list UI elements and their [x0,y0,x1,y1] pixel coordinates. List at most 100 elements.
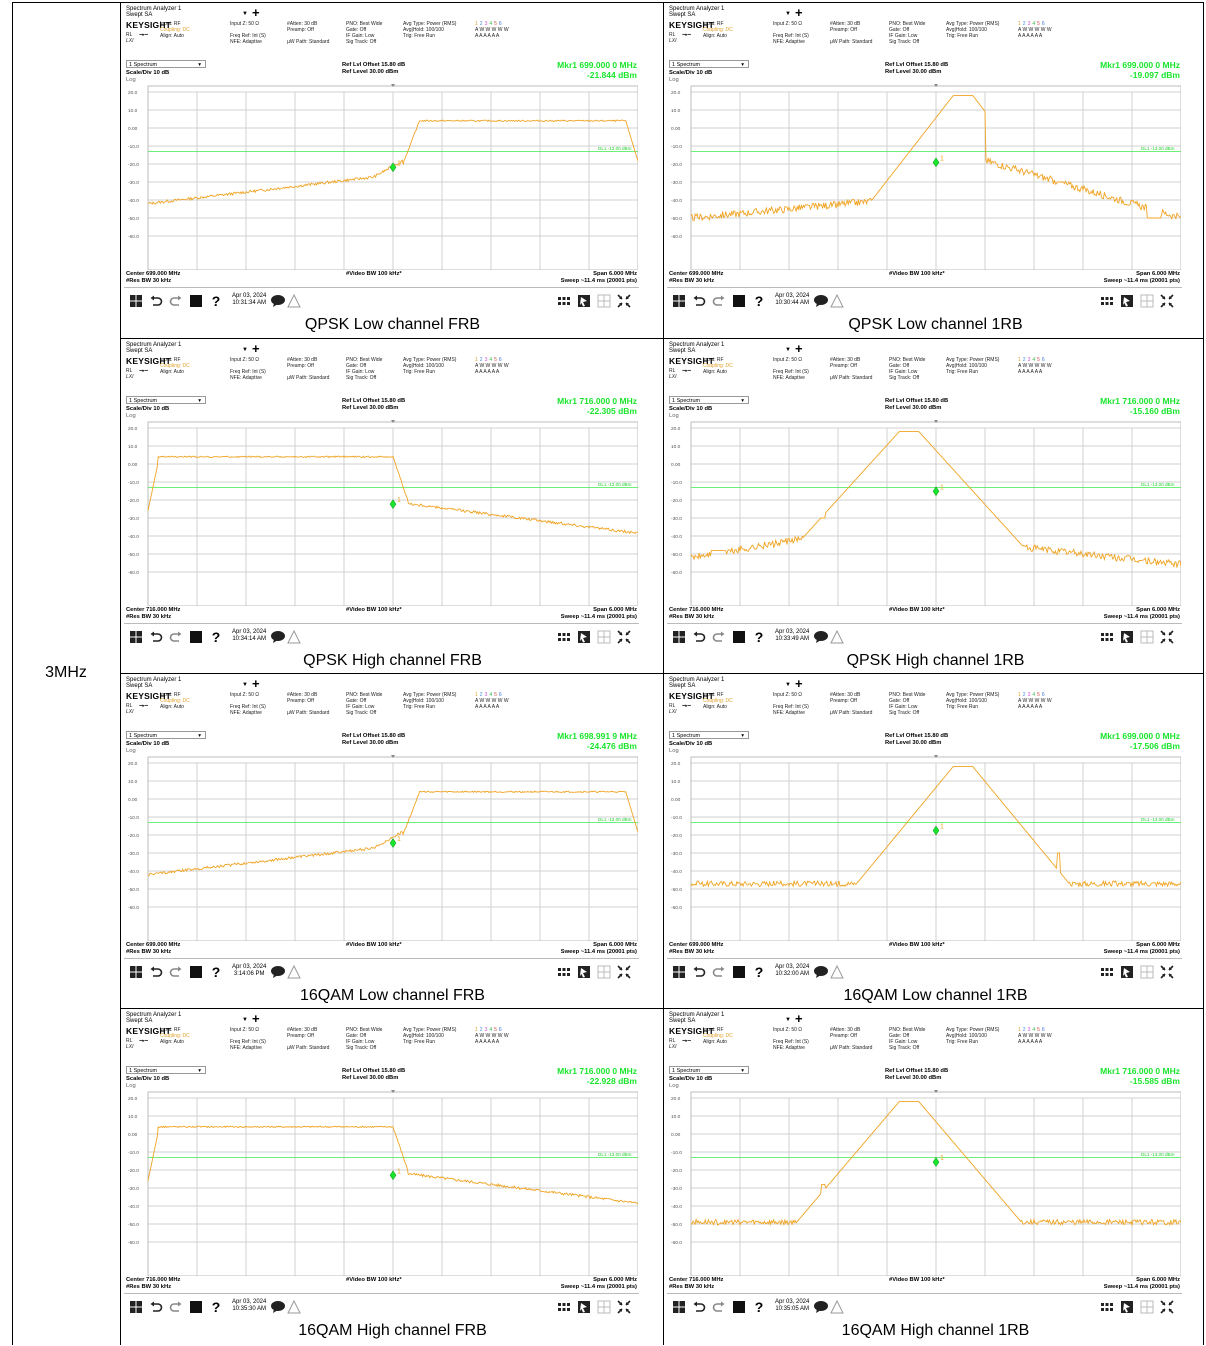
undo-icon[interactable] [691,1299,707,1315]
grid-icon[interactable] [1099,629,1115,645]
spectrum-selector[interactable]: 1 Spectrum ▾ [669,731,749,739]
display-icon[interactable] [731,1299,747,1315]
spectrum-selector[interactable]: 1 Spectrum ▾ [126,60,206,68]
layout-icon[interactable] [1139,964,1155,980]
dropdown-arrow-icon[interactable]: ▼ [242,11,248,17]
screenshot-icon[interactable] [1119,293,1135,309]
layout-icon[interactable] [1139,629,1155,645]
grid-icon[interactable] [556,629,572,645]
screenshot-icon[interactable] [576,293,592,309]
add-tab-icon[interactable]: + [795,676,803,691]
spectrum-selector[interactable]: 1 Spectrum ▾ [669,1066,749,1074]
fullscreen-icon[interactable] [616,964,632,980]
windows-start-icon[interactable] [671,293,687,309]
dropdown-arrow-icon[interactable]: ▼ [242,347,248,353]
layout-icon[interactable] [1139,1299,1155,1315]
grid-icon[interactable] [556,293,572,309]
fullscreen-icon[interactable] [1159,1299,1175,1315]
display-icon[interactable] [188,1299,204,1315]
undo-icon[interactable] [148,293,164,309]
fullscreen-icon[interactable] [1159,293,1175,309]
dropdown-arrow-icon[interactable]: ▼ [242,1017,248,1023]
help-icon[interactable]: ? [754,292,764,309]
chat-icon[interactable] [270,1299,286,1315]
help-icon[interactable]: ? [211,292,221,309]
add-tab-icon[interactable]: + [795,341,803,356]
windows-start-icon[interactable] [128,629,144,645]
screenshot-icon[interactable] [1119,629,1135,645]
spectrum-plot[interactable]: 20.0 10.0 0.00 -10.0 -20.0 -30.0 -40.0 -50.0 -60… [669,755,1181,941]
fullscreen-icon[interactable] [616,293,632,309]
fullscreen-icon[interactable] [616,1299,632,1315]
chat-icon[interactable] [270,964,286,980]
layout-icon[interactable] [596,1299,612,1315]
spectrum-plot[interactable]: 20.0 10.0 0.00 -10.0 -20.0 -30.0 -40.0 -50.0 -60… [126,420,638,606]
chat-icon[interactable] [813,629,829,645]
screenshot-icon[interactable] [576,1299,592,1315]
spectrum-selector[interactable]: 1 Spectrum ▾ [126,1066,206,1074]
fullscreen-icon[interactable] [1159,629,1175,645]
redo-icon[interactable] [168,964,184,980]
redo-icon[interactable] [711,293,727,309]
help-icon[interactable]: ? [754,963,764,980]
windows-start-icon[interactable] [671,964,687,980]
windows-start-icon[interactable] [671,629,687,645]
screenshot-icon[interactable] [1119,1299,1135,1315]
spectrum-selector[interactable]: 1 Spectrum ▾ [669,396,749,404]
add-tab-icon[interactable]: + [795,1011,803,1026]
display-icon[interactable] [188,293,204,309]
undo-icon[interactable] [148,964,164,980]
spectrum-plot[interactable]: 20.0 10.0 0.00 -10.0 -20.0 -30.0 -40.0 -50.0 -60… [669,420,1181,606]
screenshot-icon[interactable] [576,629,592,645]
dropdown-arrow-icon[interactable]: ▼ [785,11,791,17]
add-tab-icon[interactable]: + [795,5,803,20]
help-icon[interactable]: ? [211,628,221,645]
redo-icon[interactable] [711,964,727,980]
grid-icon[interactable] [1099,293,1115,309]
screenshot-icon[interactable] [576,964,592,980]
help-icon[interactable]: ? [754,1298,764,1315]
layout-icon[interactable] [596,629,612,645]
redo-icon[interactable] [168,293,184,309]
dropdown-arrow-icon[interactable]: ▼ [785,682,791,688]
add-tab-icon[interactable]: + [252,5,260,20]
grid-icon[interactable] [556,964,572,980]
undo-icon[interactable] [691,629,707,645]
dropdown-arrow-icon[interactable]: ▼ [785,1017,791,1023]
spectrum-plot[interactable]: 20.0 10.0 0.00 -10.0 -20.0 -30.0 -40.0 -50.0 -60… [126,1090,638,1276]
undo-icon[interactable] [148,629,164,645]
redo-icon[interactable] [711,1299,727,1315]
layout-icon[interactable] [596,293,612,309]
spectrum-plot[interactable]: 20.0 10.0 0.00 -10.0 -20.0 -30.0 -40.0 -50.0 -60… [669,84,1181,270]
spectrum-plot[interactable]: 20.0 10.0 0.00 -10.0 -20.0 -30.0 -40.0 -50.0 -60… [126,755,638,941]
chat-icon[interactable] [813,293,829,309]
spectrum-selector[interactable]: 1 Spectrum ▾ [126,731,206,739]
add-tab-icon[interactable]: + [252,341,260,356]
chat-icon[interactable] [813,1299,829,1315]
layout-icon[interactable] [596,964,612,980]
help-icon[interactable]: ? [754,628,764,645]
help-icon[interactable]: ? [211,963,221,980]
grid-icon[interactable] [1099,1299,1115,1315]
redo-icon[interactable] [168,629,184,645]
spectrum-selector[interactable]: 1 Spectrum ▾ [126,396,206,404]
grid-icon[interactable] [556,1299,572,1315]
chat-icon[interactable] [270,293,286,309]
chat-icon[interactable] [813,964,829,980]
display-icon[interactable] [731,293,747,309]
undo-icon[interactable] [691,293,707,309]
add-tab-icon[interactable]: + [252,676,260,691]
spectrum-selector[interactable]: 1 Spectrum ▾ [669,60,749,68]
windows-start-icon[interactable] [128,1299,144,1315]
spectrum-plot[interactable]: 20.0 10.0 0.00 -10.0 -20.0 -30.0 -40.0 -50.0 -60… [126,84,638,270]
display-icon[interactable] [188,964,204,980]
dropdown-arrow-icon[interactable]: ▼ [785,347,791,353]
display-icon[interactable] [731,964,747,980]
add-tab-icon[interactable]: + [252,1011,260,1026]
chat-icon[interactable] [270,629,286,645]
redo-icon[interactable] [168,1299,184,1315]
redo-icon[interactable] [711,629,727,645]
screenshot-icon[interactable] [1119,964,1135,980]
undo-icon[interactable] [148,1299,164,1315]
fullscreen-icon[interactable] [616,629,632,645]
